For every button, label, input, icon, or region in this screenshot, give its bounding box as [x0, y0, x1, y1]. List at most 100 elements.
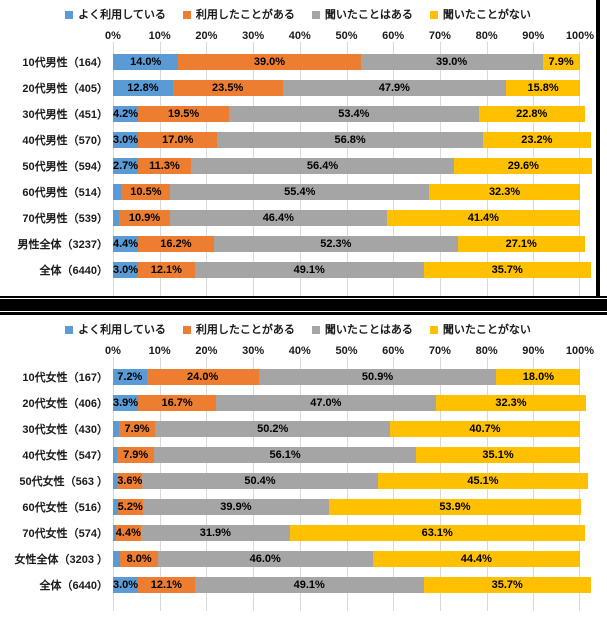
- bar-segment: 3.9%: [113, 395, 139, 411]
- row-plot: 3.0% 12.1% 49.1% 35.7%: [113, 262, 591, 278]
- legend-item-3: 聞いたことがない: [429, 323, 531, 337]
- data-label: 3.0%: [113, 264, 139, 276]
- bar-segment: [113, 210, 120, 226]
- stacked-bar: 2.7% 11.3% 56.4% 29.6%: [113, 158, 593, 174]
- data-label: 12.1%: [150, 579, 182, 591]
- bar-segment: 50.2%: [155, 421, 390, 437]
- bar-segment: 32.3%: [435, 395, 587, 411]
- legend-item-3: 聞いたことがない: [429, 8, 531, 22]
- data-label: 17.0%: [162, 134, 194, 146]
- data-label: 4.4%: [113, 238, 139, 250]
- row-plot: 10.5% 55.4% 32.3%: [113, 184, 580, 200]
- bar-segment: 44.4%: [372, 551, 580, 567]
- row-plot: 12.8% 23.5% 47.9% 15.8%: [113, 80, 580, 96]
- axis-label-spacer: [0, 340, 113, 364]
- data-label: 56.4%: [306, 160, 339, 172]
- category-row: 70代女性（574） 4.4% 31.9% 63.1%: [0, 520, 596, 546]
- x-tick-label: 100%: [565, 345, 595, 357]
- bar-segment: 15.8%: [506, 80, 580, 96]
- x-tick-label: 100%: [565, 30, 595, 42]
- data-label: 50.2%: [257, 423, 289, 435]
- x-tick-label: 10%: [148, 345, 171, 357]
- x-tick-label: 60%: [382, 345, 405, 357]
- bar-segment: 39.0%: [360, 54, 543, 70]
- category-row: 全体（6440） 3.0% 12.1% 49.1% 35.7%: [0, 257, 596, 283]
- data-label: 50.9%: [361, 371, 394, 383]
- row-plot: 7.2% 24.0% 50.9% 18.0%: [113, 369, 581, 385]
- category-row: 20代男性（405） 12.8% 23.5% 47.9% 15.8%: [0, 75, 596, 101]
- row-plot: 3.6% 50.4% 45.1%: [113, 473, 589, 489]
- data-label: 23.2%: [521, 134, 553, 146]
- bar-segment: [113, 447, 118, 463]
- bar-segment: 3.0%: [113, 132, 139, 148]
- bar-segment: 52.3%: [213, 236, 458, 252]
- legend: よく利用している 利用したことがある 聞いたことはある 聞いたことがない: [0, 315, 596, 340]
- bar-segment: [113, 499, 118, 515]
- bar-segment: 47.0%: [216, 395, 436, 411]
- legend-label: 利用したことがある: [195, 324, 295, 336]
- category-label: 60代女性（516）: [22, 502, 108, 514]
- bar-segment: 10.9%: [119, 210, 170, 226]
- bar-segment: 17.0%: [138, 132, 218, 148]
- axis-tick-labels: 0% 10% 20% 30% 40% 50% 60% 70% 80% 90% 100%: [105, 25, 594, 49]
- data-label: 47.0%: [310, 397, 342, 409]
- stacked-bar: 4.2% 19.5% 53.4% 22.8%: [113, 106, 585, 122]
- legend-swatch-icon: [429, 11, 438, 19]
- x-tick-label: 90%: [522, 30, 545, 42]
- bar-segment: 14.0%: [113, 54, 179, 70]
- data-label: 47.9%: [378, 82, 410, 94]
- bar-segment: 35.7%: [423, 577, 591, 593]
- legend-item-0: よく利用している: [65, 8, 166, 22]
- bar-segment: 5.2%: [117, 499, 143, 515]
- category-label: 女性全体（3203 ）: [14, 554, 108, 566]
- x-tick-label: 10%: [148, 30, 171, 42]
- bar-segment: 2.7%: [113, 158, 139, 174]
- data-label: 11.3%: [149, 160, 180, 172]
- data-label: 46.0%: [249, 553, 281, 565]
- bar-segment: 23.2%: [482, 132, 592, 148]
- x-tick-label: 0%: [105, 30, 121, 42]
- bar-segment: 56.1%: [154, 447, 417, 463]
- bar-segment: 3.0%: [113, 262, 139, 278]
- stacked-bar: 3.9% 16.7% 47.0% 32.3%: [113, 395, 587, 411]
- bar-segment: 27.1%: [457, 236, 585, 252]
- data-label: 14.0%: [130, 56, 162, 68]
- bar-segment: 8.0%: [120, 551, 158, 567]
- row-plot: 3.9% 16.7% 47.0% 32.3%: [113, 395, 587, 411]
- stacked-bar: 5.2% 39.9% 53.9%: [113, 499, 581, 515]
- bar-segment: 7.2%: [113, 369, 147, 385]
- category-row: 10代女性（167） 7.2% 24.0% 50.9% 18.0%: [0, 364, 596, 390]
- category-label: 全体（6440）: [39, 265, 108, 277]
- data-label: 35.1%: [482, 449, 514, 461]
- bar-segment: 35.1%: [416, 447, 580, 463]
- legend-label: 聞いたことがない: [442, 9, 531, 21]
- data-label: 18.0%: [522, 371, 554, 383]
- data-label: 32.3%: [495, 397, 527, 409]
- category-row: 10代男性（164） 14.0% 39.0% 39.0% 7.9%: [0, 49, 596, 75]
- stacked-bar: 3.6% 50.4% 45.1%: [113, 473, 589, 489]
- bar-segment: 12.1%: [138, 577, 195, 593]
- bar-segment: 12.1%: [138, 262, 195, 278]
- bar-segment: 10.5%: [121, 184, 171, 200]
- data-label: 2.7%: [113, 160, 139, 172]
- stacked-bar: 10.5% 55.4% 32.3%: [113, 184, 580, 200]
- category-row: 30代男性（451） 4.2% 19.5% 53.4% 22.8%: [0, 101, 596, 127]
- data-label: 56.8%: [334, 134, 366, 146]
- x-tick-label: 80%: [475, 30, 498, 42]
- category-label: 男性全体（3237）: [17, 239, 108, 251]
- row-plot: 14.0% 39.0% 39.0% 7.9%: [113, 54, 580, 70]
- stacked-bar: 14.0% 39.0% 39.0% 7.9%: [113, 54, 580, 70]
- legend-swatch-icon: [429, 326, 438, 334]
- legend-label: 利用したことがある: [195, 9, 295, 21]
- legend-item-2: 聞いたことはある: [311, 8, 413, 22]
- legend-swatch-icon: [311, 326, 320, 334]
- category-row: 50代女性（563 ） 3.6% 50.4% 45.1%: [0, 468, 596, 494]
- x-tick-label: 50%: [335, 345, 358, 357]
- bar-segment: [113, 525, 116, 541]
- data-label: 45.1%: [467, 475, 499, 487]
- legend-item-0: よく利用している: [65, 323, 166, 337]
- category-label: 40代男性（570）: [22, 135, 108, 147]
- stacked-bar: 7.9% 50.2% 40.7%: [113, 421, 580, 437]
- bar-segment: 19.5%: [138, 106, 230, 122]
- category-label: 50代女性（563 ）: [19, 476, 108, 488]
